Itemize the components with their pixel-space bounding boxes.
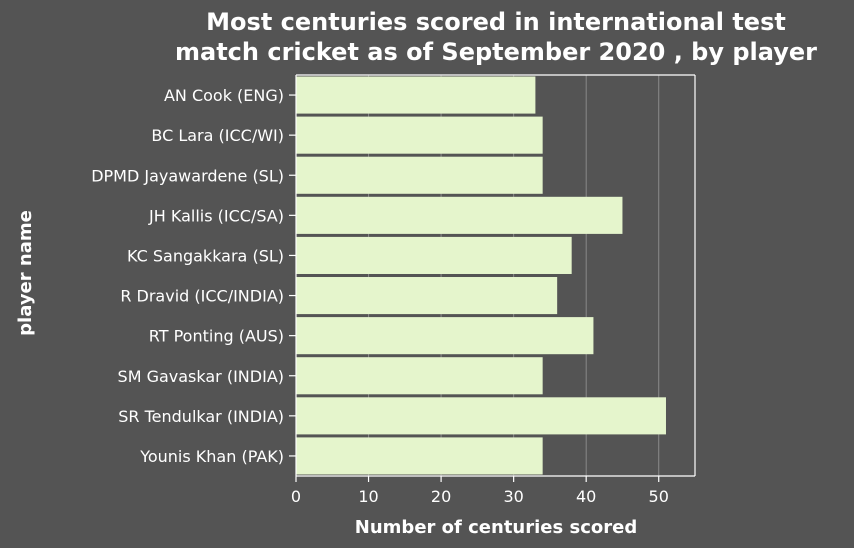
bar-2 (296, 156, 543, 194)
x-tick-label-20: 20 (431, 487, 451, 506)
bars (296, 76, 666, 475)
x-axis-title: Number of centuries scored (355, 517, 637, 538)
x-tick-label-10: 10 (358, 487, 378, 506)
bar-4 (296, 236, 572, 274)
bar-5 (296, 277, 558, 315)
y-tick-label-4: KC Sangakkara (SL) (127, 246, 284, 265)
y-tick-label-0: AN Cook (ENG) (164, 86, 284, 105)
y-tick-label-6: RT Ponting (AUS) (149, 327, 284, 346)
bar-7 (296, 357, 543, 395)
y-tick-label-1: BC Lara (ICC/WI) (151, 126, 284, 145)
chart-title-line-2: match cricket as of September 2020 , by … (175, 38, 817, 66)
y-tick-label-2: DPMD Jayawardene (SL) (91, 166, 284, 185)
x-tick-label-30: 30 (503, 487, 523, 506)
y-tick-label-9: Younis Khan (PAK) (139, 447, 284, 466)
bar-8 (296, 397, 666, 435)
x-tick-label-50: 50 (649, 487, 669, 506)
bar-0 (296, 76, 536, 114)
y-tick-label-5: R Dravid (ICC/INDIA) (120, 287, 284, 306)
x-tick-label-40: 40 (576, 487, 596, 506)
bar-6 (296, 317, 594, 355)
y-tick-label-7: SM Gavaskar (INDIA) (118, 367, 284, 386)
bar-9 (296, 437, 543, 475)
y-axis-ticks: AN Cook (ENG) BC Lara (ICC/WI) DPMD Jayawa… (91, 86, 296, 466)
chart-title-line-1: Most centuries scored in international t… (206, 8, 786, 36)
x-tick-label-0: 0 (291, 487, 301, 506)
y-axis-title: player name (15, 210, 36, 336)
bar-3 (296, 196, 623, 234)
bar-1 (296, 116, 543, 154)
y-tick-label-8: SR Tendulkar (INDIA) (118, 407, 284, 426)
x-axis-ticks: 0 10 20 30 40 50 (291, 476, 669, 506)
y-tick-label-3: JH Kallis (ICC/SA) (148, 206, 284, 225)
